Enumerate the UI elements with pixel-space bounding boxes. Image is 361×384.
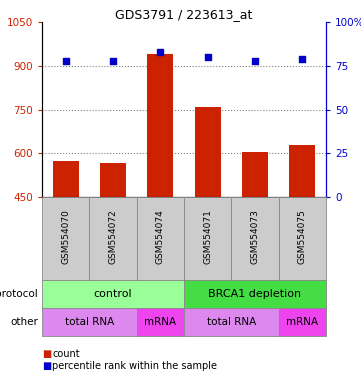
Text: GSM554074: GSM554074 — [156, 209, 165, 264]
Text: percentile rank within the sample: percentile rank within the sample — [52, 361, 217, 371]
Bar — [137, 197, 184, 280]
Bar — [279, 197, 326, 280]
Bar — [184, 197, 231, 280]
Bar — [184, 280, 326, 308]
Bar — [42, 197, 89, 280]
Text: total RNA: total RNA — [65, 317, 114, 327]
Text: mRNA: mRNA — [144, 317, 177, 327]
Bar — [89, 197, 137, 280]
Text: total RNA: total RNA — [207, 317, 256, 327]
Bar — [53, 161, 79, 197]
Point — [157, 49, 163, 55]
Bar — [242, 152, 268, 197]
Text: GSM554075: GSM554075 — [298, 209, 307, 264]
Bar — [184, 308, 279, 336]
Bar — [42, 308, 137, 336]
Point — [205, 54, 210, 60]
Text: control: control — [94, 289, 132, 299]
Bar — [100, 164, 126, 197]
Point — [299, 56, 305, 62]
Point — [63, 58, 69, 64]
Bar — [195, 107, 221, 197]
Text: ■: ■ — [42, 349, 51, 359]
Bar — [147, 54, 173, 197]
Text: ■: ■ — [42, 361, 51, 371]
Text: GSM554070: GSM554070 — [61, 209, 70, 264]
Bar — [137, 308, 184, 336]
Point — [110, 58, 116, 64]
Text: mRNA: mRNA — [286, 317, 318, 327]
Text: other: other — [10, 317, 38, 327]
Text: protocol: protocol — [0, 289, 38, 299]
Bar — [231, 197, 279, 280]
Text: count: count — [52, 349, 80, 359]
Text: GSM554073: GSM554073 — [251, 209, 260, 264]
Bar — [289, 144, 316, 197]
Text: GSM554072: GSM554072 — [109, 209, 117, 264]
Text: BRCA1 depletion: BRCA1 depletion — [208, 289, 301, 299]
Bar — [279, 308, 326, 336]
Bar — [42, 280, 184, 308]
Point — [252, 58, 258, 64]
Text: GSM554071: GSM554071 — [203, 209, 212, 264]
Title: GDS3791 / 223613_at: GDS3791 / 223613_at — [115, 8, 253, 21]
